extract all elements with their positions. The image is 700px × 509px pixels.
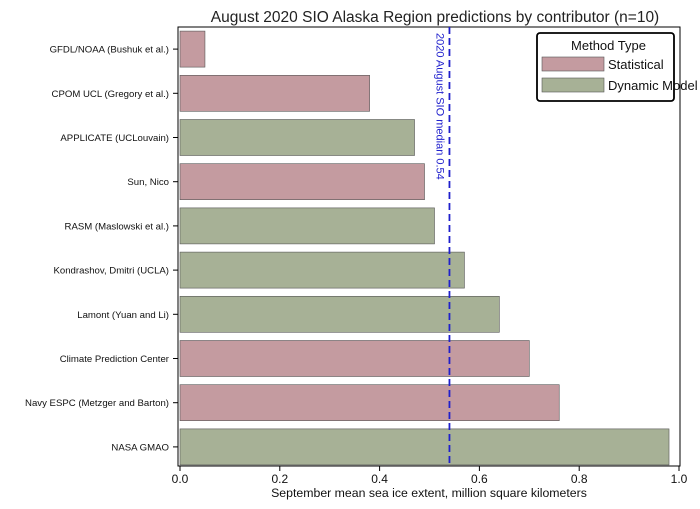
x-tick-label: 0.0 (172, 472, 189, 486)
bar (179, 428, 670, 466)
x-tick-label: 0.2 (271, 472, 288, 486)
bar (179, 119, 415, 156)
chart-title: August 2020 SIO Alaska Region prediction… (211, 9, 659, 26)
legend-swatch (541, 77, 605, 93)
bar (179, 75, 370, 112)
legend-swatch (541, 56, 605, 72)
legend-title: Method Type (571, 38, 646, 53)
x-tick-label: 1.0 (671, 472, 688, 486)
bar (179, 163, 425, 200)
category-label: GFDL/NOAA (Bushuk et al.) (50, 45, 169, 56)
x-axis-title: September mean sea ice extent, million s… (271, 486, 587, 500)
bar (179, 207, 435, 245)
legend-label: Statistical (608, 57, 664, 72)
bar (179, 384, 560, 422)
x-tick-label: 0.8 (571, 472, 588, 486)
category-label: Sun, Nico (127, 177, 169, 188)
category-label: RASM (Maslowski et al.) (65, 221, 169, 232)
category-label: NASA GMAO (111, 442, 169, 453)
bar (179, 30, 206, 68)
category-label: CPOM UCL (Gregory et al.) (52, 89, 169, 100)
x-tick-label: 0.4 (371, 472, 388, 486)
bar (179, 340, 530, 377)
x-tick-label: 0.6 (471, 472, 488, 486)
median-label: 2020 August SIO median 0.54 (433, 33, 445, 180)
category-label: APPLICATE (UCLouvain) (60, 133, 169, 144)
category-label: Lamont (Yuan and Li) (77, 310, 169, 321)
bar (179, 295, 500, 333)
legend-label: Dynamic Model (608, 78, 698, 93)
category-label: Kondrashov, Dmitri (UCLA) (53, 266, 169, 277)
bar (179, 251, 465, 289)
category-label: Navy ESPC (Metzger and Barton) (25, 398, 169, 409)
plot-area (177, 26, 681, 467)
category-label: Climate Prediction Center (60, 354, 170, 365)
